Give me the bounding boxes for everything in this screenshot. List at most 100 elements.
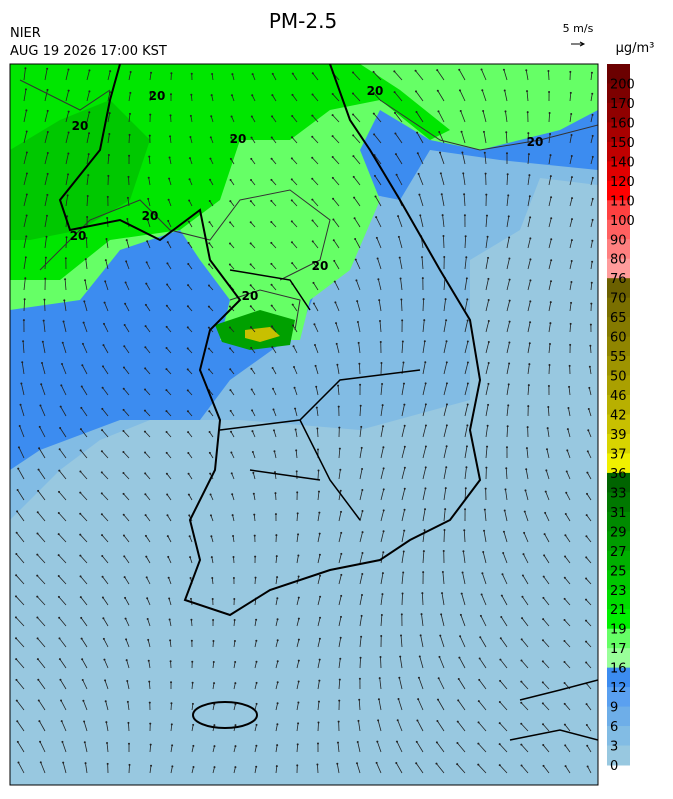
wind-vector-head: [255, 619, 257, 621]
wind-vector-head: [210, 535, 212, 537]
wind-vector-head: [104, 280, 106, 282]
wind-vector-head: [359, 384, 361, 386]
wind-vector-head: [123, 345, 125, 347]
wind-vector-head: [361, 594, 363, 596]
colorbar-label: 140: [610, 155, 635, 170]
wind-vector-head: [339, 469, 341, 471]
wind-vector-head: [571, 197, 573, 199]
wind-vector-head: [420, 634, 422, 636]
wind-vector-head: [566, 449, 568, 451]
contour-label: 20: [149, 89, 166, 103]
wind-vector-head: [123, 535, 125, 537]
wind-vector-head: [81, 658, 83, 660]
wind-vector-head: [316, 428, 318, 430]
wind-vector-head: [26, 152, 28, 154]
wind-vector-head: [208, 348, 210, 350]
wind-vector-head: [229, 306, 231, 308]
wind-vector-head: [209, 452, 211, 454]
wind-vector-head: [188, 221, 190, 223]
wind-vector-head: [440, 172, 442, 174]
wind-vector-head: [352, 92, 354, 94]
wind-vector-head: [311, 157, 313, 159]
wind-vector-head: [565, 765, 567, 767]
wind-vector-head: [508, 215, 510, 217]
wind-vector-head: [501, 595, 503, 597]
wind-vector-head: [446, 424, 448, 426]
wind-vector-head: [373, 113, 375, 115]
wind-vector-head: [319, 554, 321, 556]
wind-vector-head: [360, 405, 362, 407]
wind-vector-head: [383, 467, 385, 469]
wind-vector-head: [291, 262, 293, 264]
wind-vector-head: [508, 236, 510, 238]
wind-vector-head: [571, 260, 573, 262]
wind-vector-head: [361, 468, 363, 470]
colorbar-label: 9: [610, 701, 618, 716]
wind-vector-head: [296, 764, 298, 766]
unit: μg/m³: [616, 41, 655, 56]
wind-vector-head: [403, 530, 405, 532]
wind-vector-head: [402, 592, 404, 594]
wind-vector-head: [291, 178, 293, 180]
wind-vector-head: [439, 635, 441, 637]
wind-vector-head: [383, 509, 385, 511]
wind-vector-head: [291, 220, 293, 222]
wind-vector-head: [22, 340, 24, 342]
wind-vector-head: [311, 115, 313, 117]
wind-vector-head: [380, 635, 382, 637]
wind-vector-head: [565, 492, 567, 494]
wind-vector-head: [444, 508, 446, 510]
wind-vector-head: [80, 596, 82, 598]
wind-vector-head: [233, 598, 235, 600]
colorbar-label: 21: [610, 603, 627, 618]
wind-vector-head: [315, 365, 317, 367]
wind-vector-head: [191, 661, 193, 663]
wind-vector-head: [467, 362, 469, 364]
wind-vector-head: [254, 535, 256, 537]
wind-vector-head: [459, 89, 461, 91]
wind-vector-head: [292, 73, 294, 75]
wind-vector-head: [499, 659, 501, 661]
contour-label: 20: [70, 229, 87, 243]
colorbar-label: 29: [610, 525, 627, 540]
wind-vector-head: [550, 259, 552, 261]
wind-vector-head: [529, 195, 531, 197]
wind-vector-head: [338, 721, 340, 723]
wind-vector-head: [36, 575, 38, 577]
wind-vector-head: [425, 382, 427, 384]
wind-vector-head: [488, 362, 490, 364]
wind-vector-head: [107, 175, 109, 177]
wind-vector-head: [458, 678, 460, 680]
wind-vector-head: [144, 389, 146, 391]
wind-vector-head: [548, 91, 550, 93]
wind-vector-head: [396, 741, 398, 743]
wind-vector-head: [68, 90, 70, 92]
wind-vector-head: [487, 236, 489, 238]
wind-vector-head: [126, 659, 128, 661]
wind-vector-head: [170, 114, 172, 116]
wind-vector-head: [415, 90, 417, 92]
wind-vector-head: [357, 321, 359, 323]
wind-vector-head: [145, 283, 147, 285]
wind-vector-head: [229, 389, 231, 391]
wind-vector-head: [297, 554, 299, 556]
wind-vector-head: [102, 365, 104, 367]
wind-vector-head: [231, 472, 233, 474]
wind-vector-head: [360, 636, 362, 638]
wind-vector-head: [549, 322, 551, 324]
wind-vector-head: [252, 73, 254, 75]
wind-vector-head: [123, 514, 125, 516]
wind-vector-head: [442, 214, 444, 216]
wind-vector-head: [296, 491, 298, 493]
wind-vector-head: [106, 217, 108, 219]
wind-vector-head: [419, 214, 421, 216]
wind-vector-head: [585, 599, 587, 601]
wind-vector-head: [231, 94, 233, 96]
wind-vector-head: [520, 702, 522, 704]
wind-vector-head: [332, 135, 334, 137]
wind-vector-head: [336, 763, 338, 765]
wind-vector-head: [38, 699, 40, 701]
wind-vector-head: [166, 305, 168, 307]
wind-vector-head: [187, 305, 189, 307]
wind-vector-head: [273, 450, 275, 452]
